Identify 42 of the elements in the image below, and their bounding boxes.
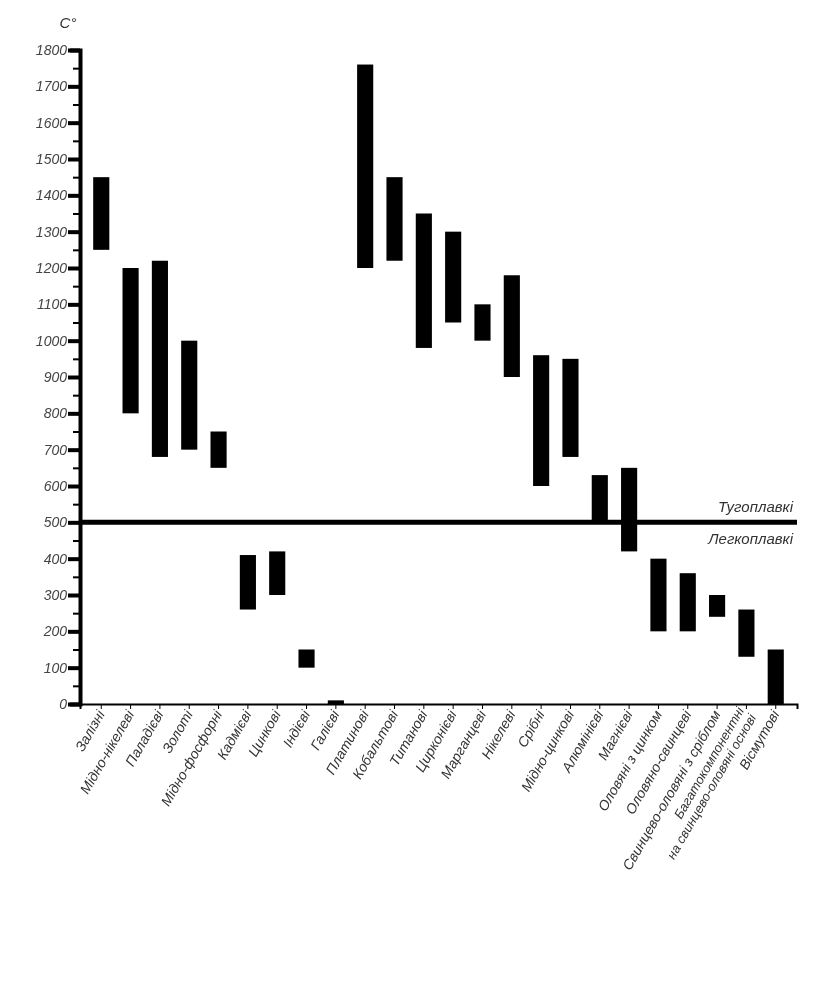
annotation: Легкоплавкі [707,530,794,548]
bar [650,558,667,632]
bar [474,304,491,341]
bar [210,431,227,468]
y-tick-label: 200 [42,623,68,640]
bar [386,177,403,261]
y-tick-label: 300 [43,586,68,603]
bar [679,573,696,632]
bar [239,555,256,610]
bar [503,275,520,377]
y-axis-title: С° [59,14,77,31]
bar [562,358,579,457]
y-tick-label: 600 [43,477,68,494]
bar [357,64,374,268]
y-tick-label: 1400 [35,187,68,204]
annotation: Тугоплавкі [717,498,794,516]
bar [445,231,462,323]
y-tick-label: 800 [43,405,68,422]
y-tick-label: 1600 [35,114,68,131]
y-tick-label: 1500 [35,150,68,167]
y-tick-label: 1200 [35,259,68,276]
bar [533,355,550,486]
bar [151,260,168,457]
y-tick-label: 700 [43,441,68,458]
bar [738,609,755,657]
y-tick-label: 500 [43,514,68,531]
bar [269,551,286,595]
bar [181,340,198,450]
y-tick-label: 1100 [36,296,68,313]
y-tick-label: 100 [43,659,68,676]
bar [122,268,139,414]
y-tick-label: 1000 [35,332,68,349]
bar [298,649,315,668]
y-tick-label: 1700 [35,78,68,95]
bar [415,213,432,348]
y-tick-label: 1300 [35,223,68,240]
y-tick-label: 1800 [35,41,68,58]
y-tick-label: 400 [43,550,68,567]
y-tick-label: 900 [43,368,68,385]
bar [709,595,726,617]
bar [93,177,110,250]
y-tick-label: 0 [59,695,68,712]
